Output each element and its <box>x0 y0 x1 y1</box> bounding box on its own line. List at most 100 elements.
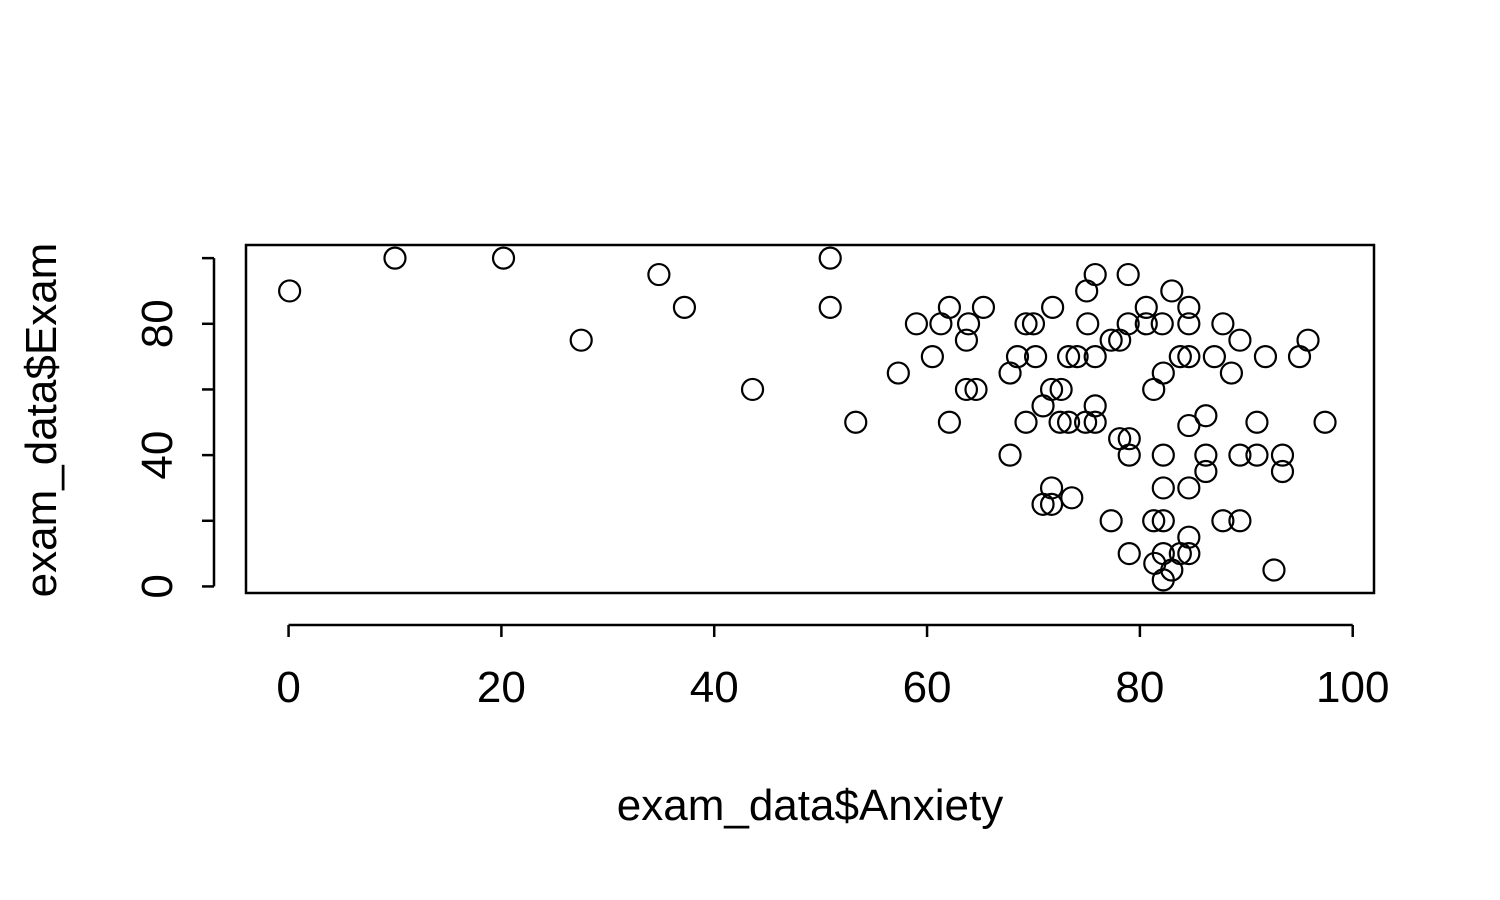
data-point <box>1117 427 1141 451</box>
data-point <box>1151 509 1175 533</box>
data-point <box>569 328 593 352</box>
data-point <box>278 279 302 303</box>
data-point <box>1142 377 1166 402</box>
data-point <box>1245 443 1269 467</box>
data-point <box>920 345 944 369</box>
data-point <box>740 377 765 402</box>
data-point <box>844 410 868 434</box>
data-point <box>1270 459 1295 484</box>
y-axis-title: exam_data$Exam <box>17 243 66 598</box>
data-point <box>1245 410 1269 434</box>
data-point <box>1177 345 1201 369</box>
data-point <box>904 312 929 336</box>
data-point <box>818 246 842 270</box>
data-point <box>1049 377 1073 402</box>
data-point <box>647 262 671 287</box>
data-point <box>491 246 516 270</box>
data-point <box>1041 295 1065 319</box>
data-point <box>1021 312 1046 336</box>
x-axis: 0 20 40 60 80 100 <box>276 623 1389 712</box>
plot-frame <box>244 243 1376 595</box>
data-point <box>956 312 981 336</box>
data-point <box>1023 345 1048 369</box>
data-point <box>1270 443 1295 467</box>
data-point <box>1039 377 1064 402</box>
data-point <box>1313 410 1337 434</box>
data-point <box>1099 509 1123 533</box>
x-tick-label: 0 <box>276 663 300 712</box>
data-point <box>1151 476 1175 500</box>
data-point <box>937 295 962 319</box>
data-point <box>1116 312 1140 336</box>
data-point <box>1194 404 1218 428</box>
y-tick-label: 80 <box>133 299 182 348</box>
data-point <box>1228 509 1252 533</box>
data-point <box>1099 328 1123 352</box>
data-point <box>1056 410 1081 434</box>
data-point <box>886 361 910 385</box>
data-point <box>1177 295 1201 319</box>
data-point <box>1048 410 1072 434</box>
data-point <box>954 377 979 402</box>
data-point <box>1177 542 1201 566</box>
data-point <box>998 443 1022 467</box>
data-point <box>1168 345 1192 369</box>
data-point <box>1151 361 1175 385</box>
data-point <box>1177 476 1201 500</box>
data-point <box>1219 361 1244 385</box>
data-point <box>1083 345 1107 369</box>
data-point <box>1083 410 1107 434</box>
data-point <box>1116 262 1140 287</box>
data-point <box>672 295 697 319</box>
data-point <box>1177 312 1201 336</box>
data-point <box>1177 413 1201 438</box>
x-tick-label: 100 <box>1316 663 1389 712</box>
data-point <box>937 410 962 434</box>
data-point <box>1211 509 1235 533</box>
data-point <box>1060 486 1084 510</box>
y-axis: 0 40 80 <box>133 256 216 599</box>
data-point <box>1194 459 1218 484</box>
data-points <box>278 246 1337 592</box>
data-point <box>1039 492 1064 516</box>
data-point <box>383 246 407 270</box>
x-tick-label: 20 <box>477 663 526 712</box>
data-point <box>1039 476 1064 500</box>
x-axis-title: exam_data$Anxiety <box>617 781 1003 830</box>
data-point <box>1014 312 1038 336</box>
data-point <box>1056 345 1081 369</box>
data-point <box>998 361 1022 385</box>
data-point <box>818 295 842 319</box>
data-point <box>1296 328 1320 352</box>
data-point <box>1150 312 1174 336</box>
data-point <box>1194 443 1218 467</box>
data-point <box>1083 262 1107 287</box>
data-point <box>1134 312 1158 336</box>
data-point <box>1160 279 1184 303</box>
data-point <box>1014 410 1038 434</box>
data-point <box>1117 443 1141 467</box>
data-point <box>1031 394 1055 418</box>
data-point <box>1253 345 1278 369</box>
data-point <box>1075 279 1099 303</box>
data-point <box>964 377 988 402</box>
data-point <box>1202 345 1226 369</box>
data-point <box>1117 542 1141 566</box>
data-point <box>1065 345 1089 369</box>
data-point <box>1134 295 1158 319</box>
data-point <box>1142 509 1166 533</box>
data-point <box>1287 345 1312 369</box>
x-tick-label: 80 <box>1115 663 1164 712</box>
data-point <box>954 328 979 352</box>
x-tick-label: 40 <box>690 663 739 712</box>
data-point <box>1005 345 1030 369</box>
y-tick-label: 0 <box>133 574 182 598</box>
data-point <box>1151 443 1175 467</box>
data-point <box>1177 525 1201 549</box>
data-point <box>1262 558 1286 582</box>
data-point <box>971 295 996 319</box>
data-point <box>1083 394 1107 418</box>
data-point <box>1228 328 1252 352</box>
data-point <box>1076 312 1100 336</box>
